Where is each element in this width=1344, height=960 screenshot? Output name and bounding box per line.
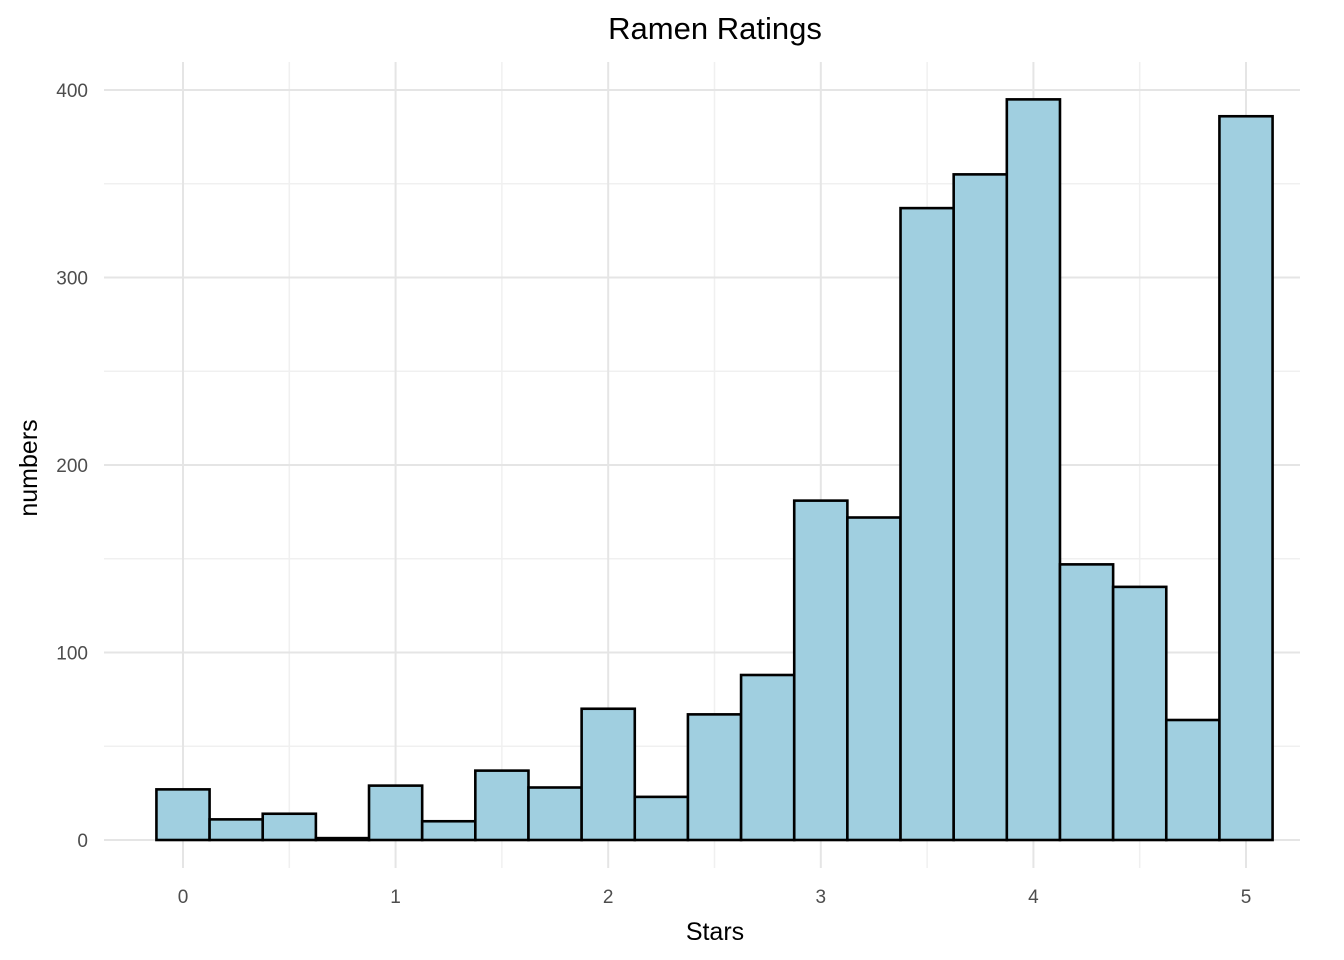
chart-title: Ramen Ratings [608,11,822,46]
histogram-bar [1005,98,1062,842]
histogram-bar [527,786,583,842]
bars [155,98,1274,842]
histogram-bar [420,819,477,842]
y-tick-label: 300 [56,269,88,290]
histogram-bar [155,788,211,842]
histogram-bar [474,769,530,842]
histogram-bar [899,206,955,842]
x-tick-label: 1 [390,887,401,908]
x-tick-label: 0 [178,887,189,908]
y-tick-label: 200 [56,456,88,477]
histogram-bar [686,713,743,842]
x-axis-ticks: 0 1 2 3 4 5 [178,887,1252,908]
y-tick-label: 400 [56,81,88,102]
x-tick-label: 5 [1241,887,1252,908]
y-axis-title: numbers [15,419,43,516]
x-tick-label: 3 [816,887,827,908]
y-axis-ticks: 0 100 200 300 400 [56,81,88,852]
histogram-bar [580,707,637,842]
histogram-bar [739,673,796,842]
histogram-bar [633,795,690,842]
histogram-bar [952,173,1009,842]
histogram-bar [208,818,265,842]
x-tick-label: 4 [1028,887,1039,908]
histogram-bar [314,836,371,842]
histogram-bar [1058,563,1115,842]
histogram-bar [1164,718,1221,842]
x-tick-label: 2 [603,887,614,908]
histogram-bar [792,499,849,842]
y-tick-label: 100 [56,644,88,665]
histogram-bar [1218,114,1274,842]
histogram-bar [1111,585,1168,842]
histogram-bar [846,516,902,842]
x-axis-title: Stars [686,918,744,946]
histogram-bar [261,812,318,842]
histogram-bar [367,784,424,842]
y-tick-label: 0 [77,831,88,852]
